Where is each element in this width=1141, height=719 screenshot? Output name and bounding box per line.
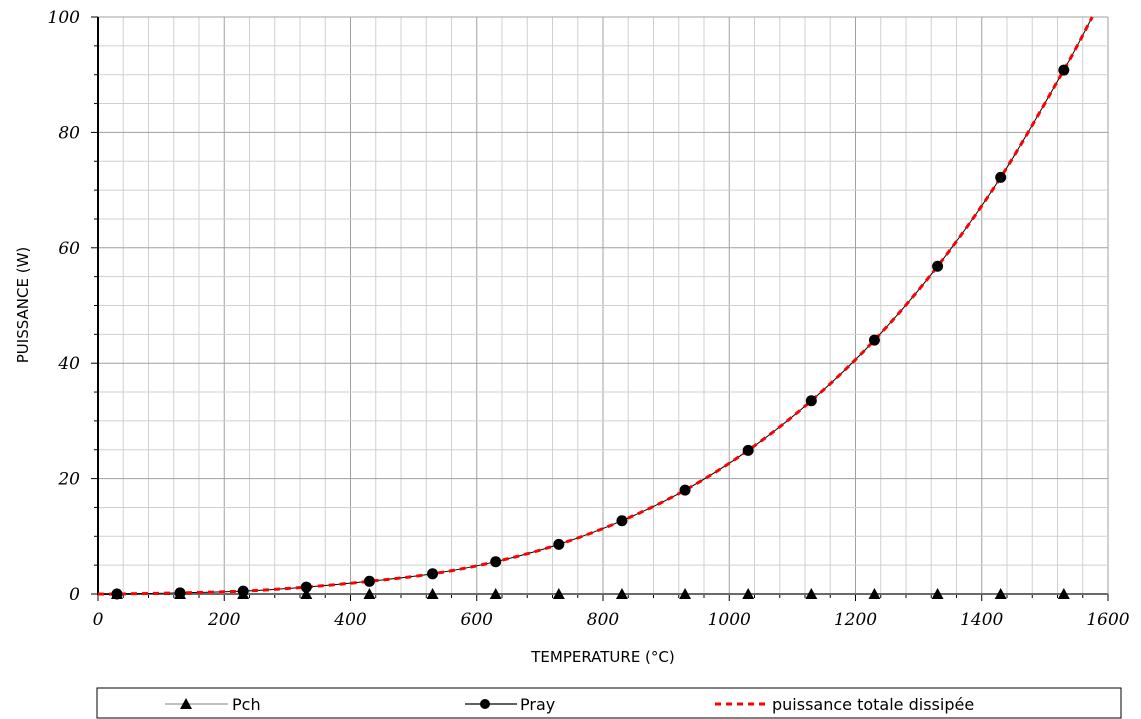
legend-label-pch: Pch: [232, 695, 261, 714]
legend-box: [96, 687, 1122, 719]
y-tick-label: 100: [48, 8, 81, 28]
legend-label-pray: Pray: [520, 695, 555, 714]
x-tick-label: 1200: [834, 610, 877, 630]
point-pch: [300, 588, 313, 599]
legend-swatch-pray-marker: [480, 699, 490, 709]
x-tick-label: 600: [461, 610, 494, 630]
y-tick-label: 80: [58, 123, 80, 143]
point-pch: [679, 588, 692, 599]
point-pch: [237, 588, 250, 599]
y-axis-title: PUISSANCE (W): [14, 247, 32, 364]
point-pray: [679, 484, 691, 496]
point-pch: [174, 588, 187, 599]
point-pch: [489, 588, 502, 599]
axes: [91, 16, 1109, 601]
legend-label-total: puissance totale dissipée: [772, 695, 974, 714]
y-tick-label: 60: [58, 239, 80, 259]
x-axis-title: TEMPERATURE (°C): [530, 648, 675, 666]
y-tick-label: 0: [69, 585, 80, 605]
grid: [97, 16, 1109, 595]
point-pray: [363, 575, 375, 587]
point-pray: [742, 444, 754, 456]
legend: Pch Pray puissance totale dissipée: [96, 687, 1122, 719]
x-tick-label: 200: [207, 610, 241, 630]
point-pch: [868, 588, 881, 599]
point-pch: [615, 588, 628, 599]
y-tick-label: 20: [57, 470, 80, 490]
point-pch: [426, 588, 439, 599]
point-pray: [868, 334, 880, 346]
x-tick-label: 0: [93, 610, 104, 630]
point-pray: [805, 395, 817, 407]
x-tick-label: 400: [333, 610, 367, 630]
point-pch: [994, 588, 1007, 599]
x-tick-label: 1000: [708, 610, 751, 630]
point-pray: [490, 556, 502, 568]
point-pch: [931, 588, 944, 599]
point-pch: [110, 588, 123, 599]
legend-items: [165, 698, 768, 709]
point-pch: [742, 588, 755, 599]
point-pray: [616, 515, 628, 527]
x-tick-label: 1400: [960, 610, 1003, 630]
tick-labels: 0 200 400 600 800 1000 1200 1400 1600 0 20 40 60 80 10…: [48, 8, 1130, 630]
x-tick-label: 1600: [1086, 610, 1129, 630]
point-pch: [805, 588, 818, 599]
series-layer: [97, 16, 1108, 600]
point-pch: [363, 588, 376, 599]
point-pray: [553, 538, 565, 550]
point-pray: [300, 581, 312, 593]
x-tick-label: 800: [587, 610, 620, 630]
point-pray: [427, 568, 439, 580]
y-tick-label: 40: [57, 354, 80, 374]
point-pray: [995, 171, 1007, 183]
point-pch: [552, 588, 565, 599]
point-pray: [932, 260, 944, 272]
point-pray: [1058, 64, 1070, 76]
point-pch: [1057, 588, 1070, 599]
legend-swatch-pch-marker: [180, 698, 192, 709]
